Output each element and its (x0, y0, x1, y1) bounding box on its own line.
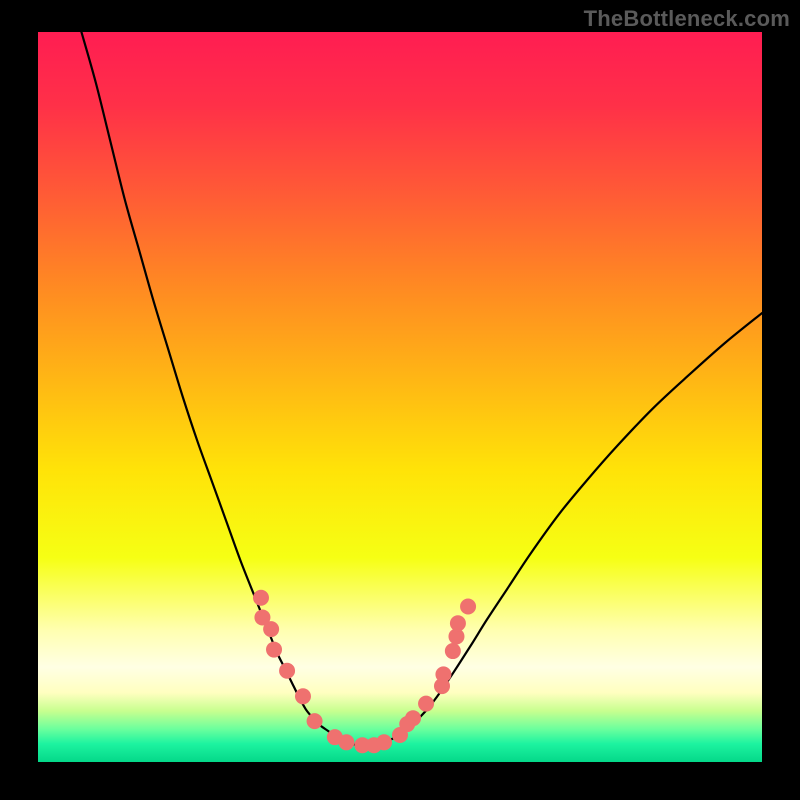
data-marker (295, 688, 311, 704)
data-marker (338, 734, 354, 750)
data-marker (445, 643, 461, 659)
data-marker (263, 621, 279, 637)
data-marker (435, 666, 451, 682)
data-marker (279, 663, 295, 679)
data-marker (266, 642, 282, 658)
data-marker (450, 615, 466, 631)
bottleneck-chart (0, 0, 800, 800)
data-marker (405, 710, 421, 726)
data-marker (376, 734, 392, 750)
watermark-label: TheBottleneck.com (584, 6, 790, 32)
data-marker (307, 713, 323, 729)
data-marker (253, 590, 269, 606)
data-marker (460, 599, 476, 615)
data-marker (418, 696, 434, 712)
